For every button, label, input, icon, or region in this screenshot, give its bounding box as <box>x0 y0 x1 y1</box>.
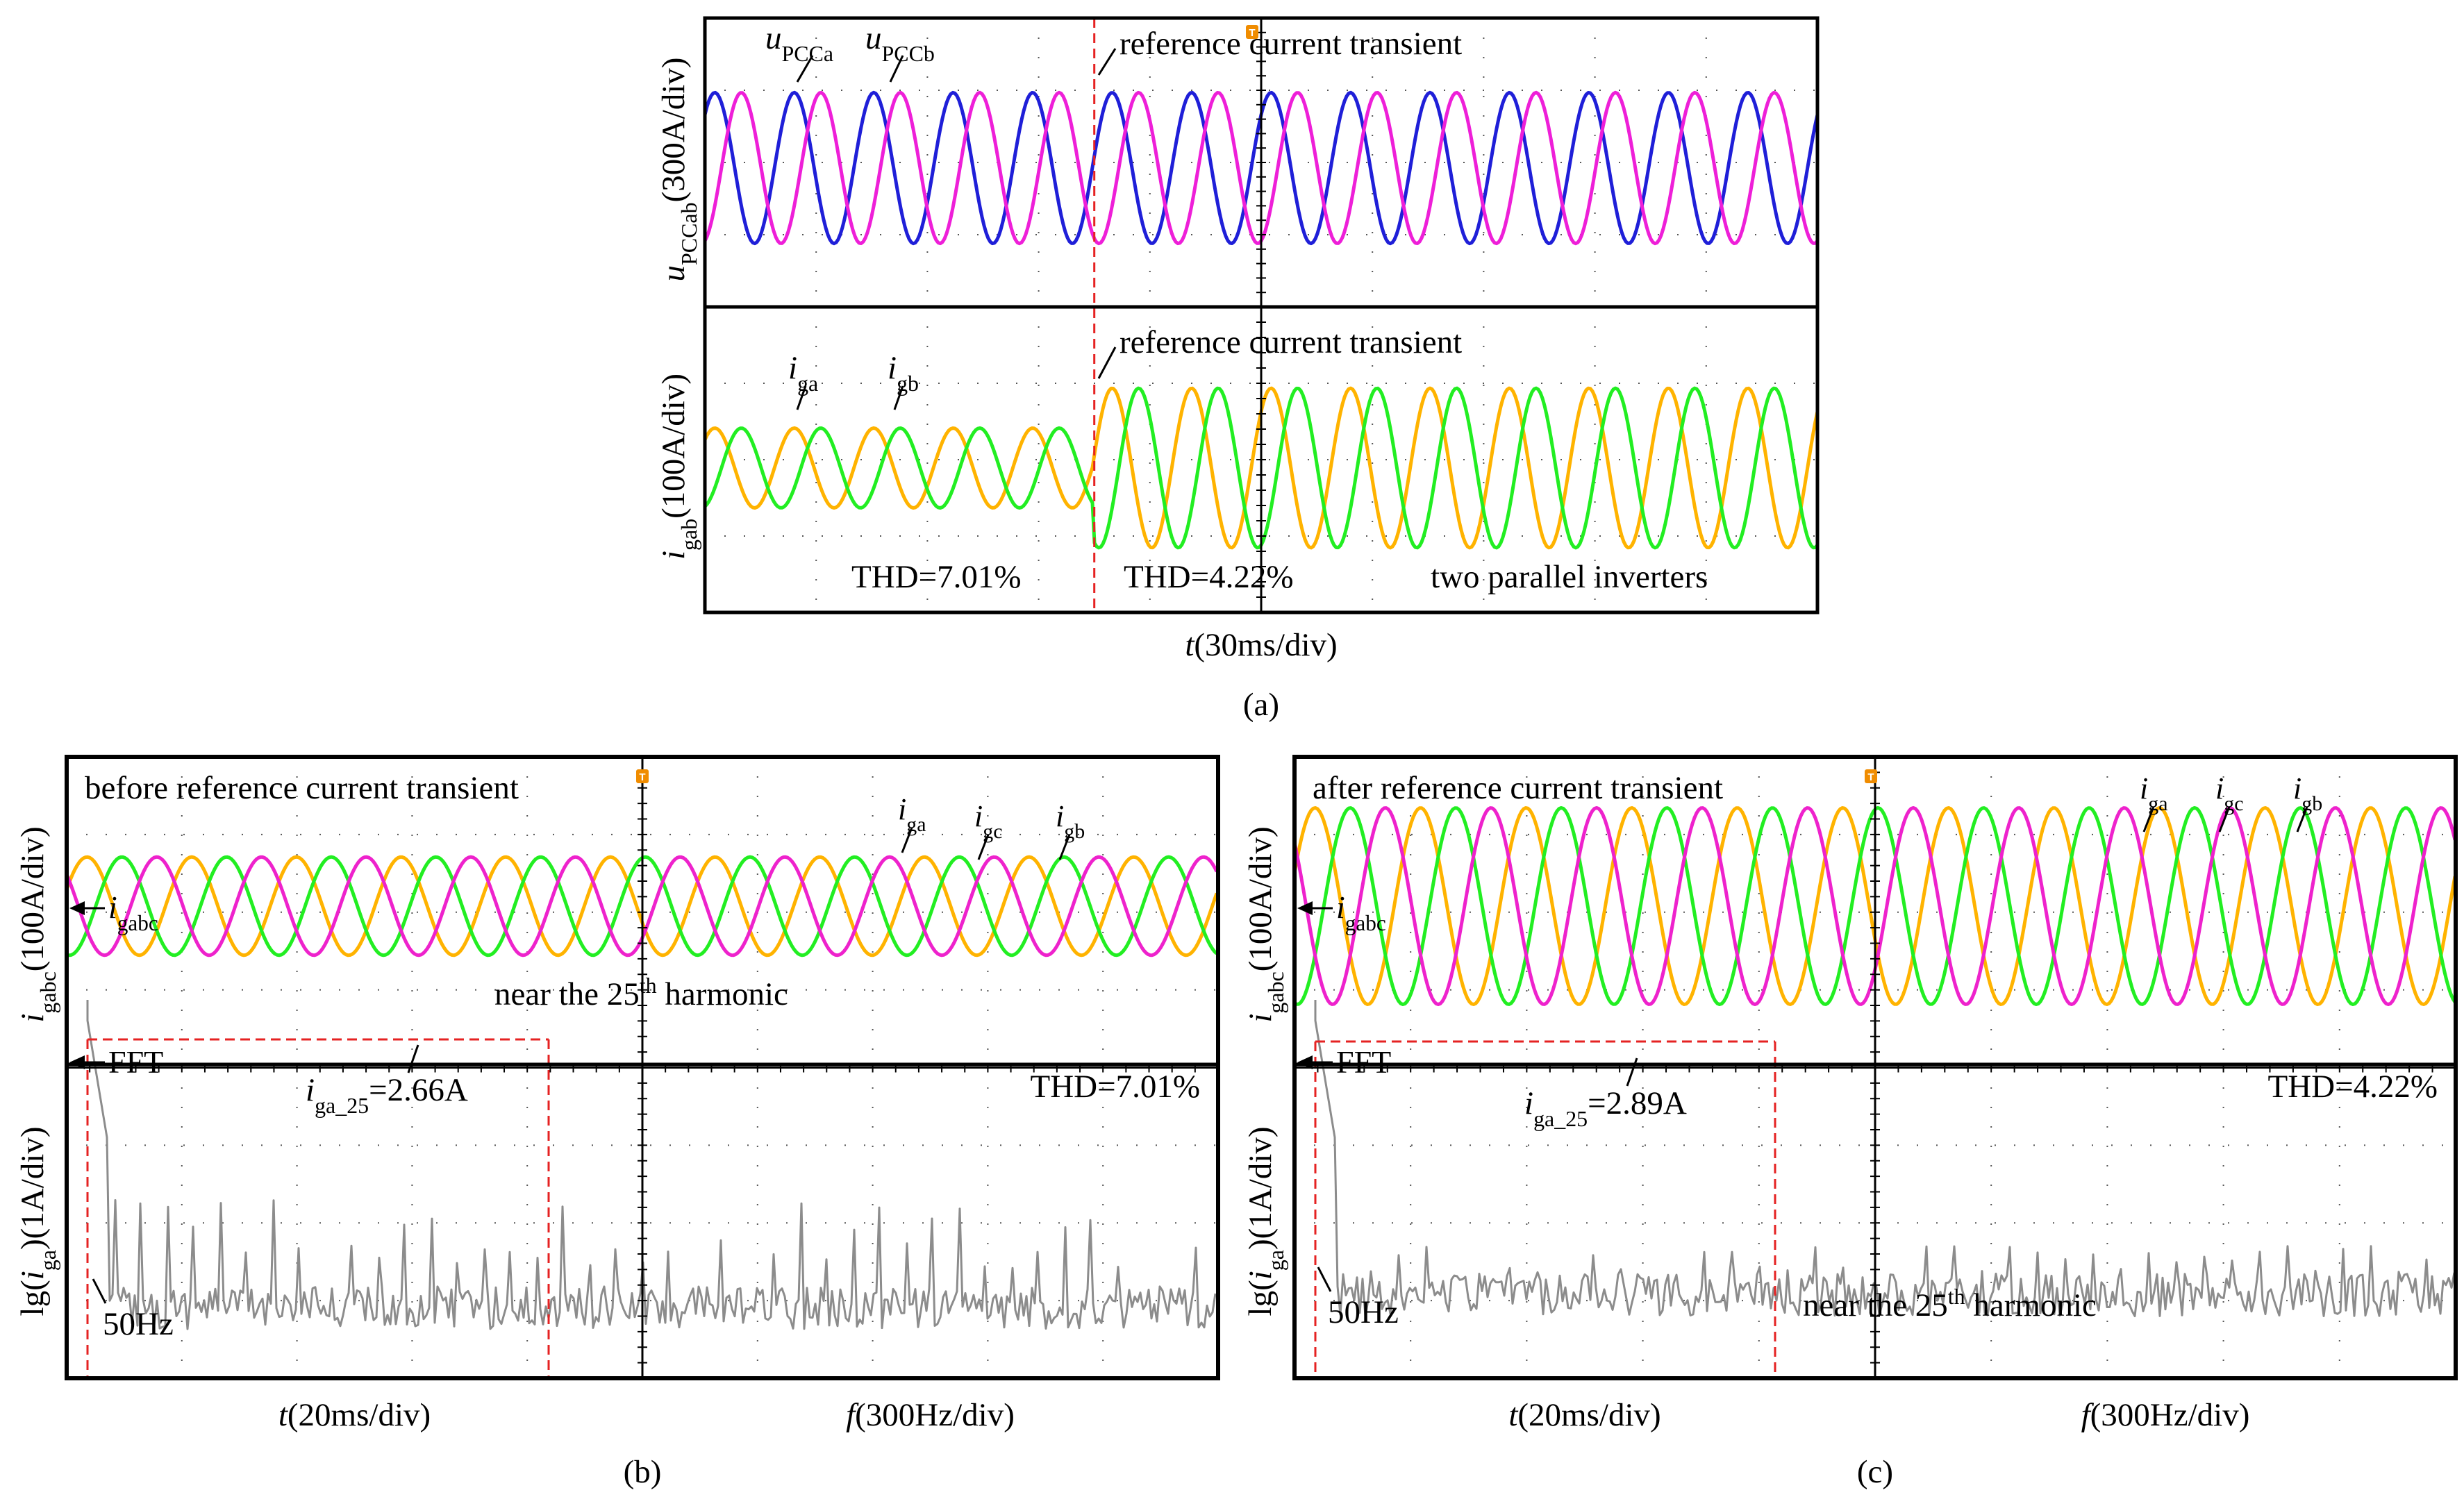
annotation-transient-top: reference current transient <box>1119 26 1462 62</box>
label-50hz-b: 50Hz <box>103 1306 174 1342</box>
leader-line <box>2142 806 2155 833</box>
leader-line <box>1097 48 1117 76</box>
label-igb: igb <box>888 350 919 396</box>
marker-arrow-icon <box>69 901 85 915</box>
label-gc: igc <box>974 799 1002 843</box>
leader-line <box>893 385 904 410</box>
trigger-label: T <box>1249 27 1255 39</box>
ylabel-wave-c: igabc(100A/div) <box>1242 826 1288 1022</box>
label-50hz-c: 50Hz <box>1328 1294 1399 1330</box>
caption-b: (b) <box>624 1454 662 1490</box>
note-parallel: two parallel inverters <box>1431 559 1708 595</box>
ylabel-a-bottom: igab(100A/div) <box>656 374 701 560</box>
marker-arrow-icon <box>1297 901 1313 915</box>
label-iga: iga <box>788 350 818 396</box>
xlabel-right-c: f(300Hz/div) <box>2081 1397 2250 1433</box>
thd-b: THD=7.01% <box>1030 1069 1200 1105</box>
leader-line <box>92 1278 107 1304</box>
leader-line <box>796 55 814 83</box>
caption-a: (a) <box>1243 687 1279 723</box>
trigger-icon-a <box>1246 25 1258 39</box>
leader-line <box>796 385 807 410</box>
xlabel-right-b: f(300Hz/div) <box>846 1397 1015 1433</box>
value-harmonic-b: iga_25=2.66A <box>306 1072 468 1118</box>
marker-arrow-icon <box>69 1055 85 1069</box>
xlabel-a: t(30ms/div) <box>1185 627 1337 663</box>
leader-line <box>1058 834 1071 860</box>
leader-line <box>901 827 913 853</box>
label-layer: uPCCab(300A/div) igab(100A/div) uPCCa uPCCb… <box>15 20 2438 1490</box>
marker-label-igabc: igabc <box>1336 889 1386 935</box>
trigger-label: T <box>639 771 645 783</box>
label-gb: igb <box>1056 799 1085 843</box>
spectrum-c <box>1314 1000 2456 1318</box>
leader-line <box>977 834 990 860</box>
spectrum-b <box>86 1000 1217 1330</box>
ylabel-wave-b: igabc(100A/div) <box>15 826 60 1022</box>
label-upccb: uPCCb <box>865 20 935 66</box>
xlabel-left-b: t(20ms/div) <box>278 1397 431 1433</box>
panel-a-frame <box>703 16 1820 614</box>
xlabel-left-c: t(20ms/div) <box>1508 1397 1660 1433</box>
marker-label-fft: FFT <box>108 1044 163 1080</box>
value-harmonic-c: iga_25=2.89A <box>1524 1085 1687 1131</box>
thd-before: THD=7.01% <box>851 559 1022 595</box>
panel-c-frame <box>1292 755 2458 1380</box>
leader-line <box>2218 806 2231 833</box>
panel-b-frame <box>65 755 1220 1380</box>
leader-line <box>1097 346 1117 379</box>
panel-title-c: after reference current transient <box>1313 770 1723 806</box>
trigger-icon-c <box>1865 769 1877 783</box>
leader-line <box>1317 1266 1332 1292</box>
label-upcca: uPCCa <box>765 20 833 66</box>
label-harmonic-c: near the 25th harmonic <box>1803 1285 2097 1324</box>
thd-after: THD=4.22% <box>1124 559 1294 595</box>
leader-line <box>1626 1057 1638 1087</box>
ylabel-spectrum-b: lg(iga)(1A/div) <box>15 1127 60 1316</box>
annotation-transient-bottom: reference current transient <box>1119 324 1462 360</box>
marker-arrow-icon <box>1297 1055 1313 1069</box>
trigger-label: T <box>1867 771 1874 783</box>
ylabel-spectrum-c: lg(iga)(1A/div) <box>1242 1127 1288 1316</box>
leader-line <box>889 55 904 83</box>
ylabel-a-top: uPCCab(300A/div) <box>656 58 701 282</box>
marker-label-igabc: igabc <box>108 889 158 935</box>
marker-label-fft: FFT <box>1336 1044 1391 1080</box>
frame-layer: T T T <box>65 16 2458 1380</box>
trigger-icon-b <box>636 769 649 783</box>
leader-line <box>407 1044 419 1073</box>
label-harmonic-b: near the 25th harmonic <box>494 973 788 1013</box>
panel-title-b: before reference current transient <box>85 770 519 806</box>
leader-line <box>2296 806 2308 833</box>
caption-c: (c) <box>1857 1454 1893 1490</box>
label-gb: igb <box>2293 771 2322 815</box>
thd-c: THD=4.22% <box>2267 1069 2438 1105</box>
